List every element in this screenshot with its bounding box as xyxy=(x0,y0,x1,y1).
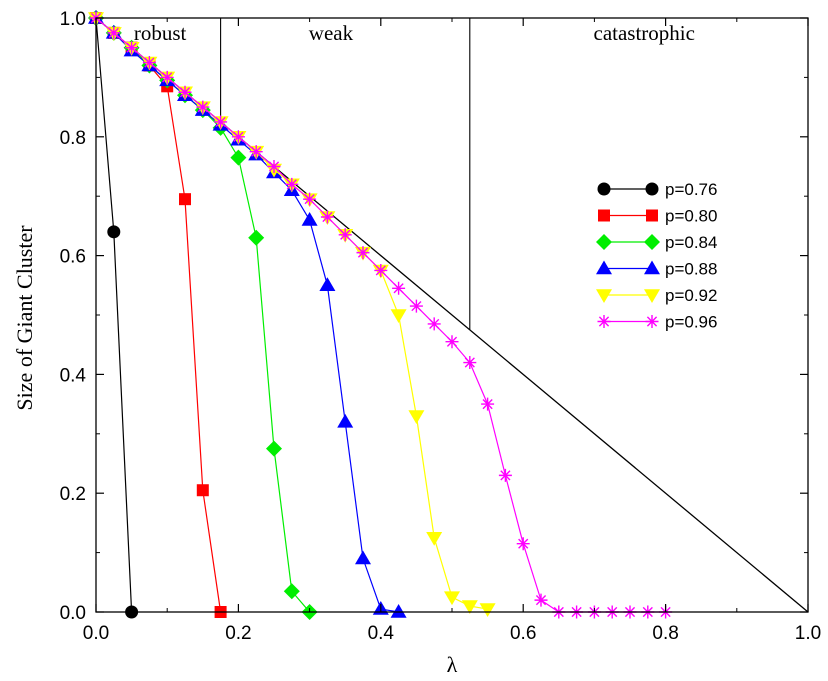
legend-entry-p=0.88: p=0.88 xyxy=(596,260,717,279)
data-point-p=0.76-1 xyxy=(107,225,121,239)
legend-label-p=0.96: p=0.96 xyxy=(665,313,717,332)
legend-label-p=0.84: p=0.84 xyxy=(665,233,717,252)
legend-entry-p=0.80: p=0.80 xyxy=(598,207,717,226)
series-line-p=0.92 xyxy=(95,17,488,610)
region-label-robust: robust xyxy=(134,21,187,45)
legend-label-p=0.76: p=0.76 xyxy=(665,180,717,199)
legend-marker-right-p=0.80 xyxy=(646,209,658,222)
legend-marker-right-p=0.76 xyxy=(645,182,659,196)
y-tick-label-0: 0.0 xyxy=(60,603,86,624)
series-p=0.96 xyxy=(89,11,673,619)
y-axis-label: Size of Giant Cluster xyxy=(12,225,37,411)
legend-marker-left-p=0.92 xyxy=(596,289,612,303)
region-label-weak: weak xyxy=(309,21,354,45)
data-point-p=0.88-14 xyxy=(337,413,354,428)
legend-entry-p=0.92: p=0.92 xyxy=(596,286,717,305)
x-axis-label: λ xyxy=(447,652,458,677)
series-line-p=0.76 xyxy=(95,17,133,613)
data-point-p=0.84-9 xyxy=(248,229,265,246)
x-tick-label-1: 0.2 xyxy=(225,623,251,644)
x-tick-label-5: 1.0 xyxy=(795,623,821,644)
legend-label-p=0.92: p=0.92 xyxy=(665,286,717,305)
x-tick-label-2: 0.4 xyxy=(368,623,395,644)
data-point-p=0.96-16 xyxy=(374,263,388,277)
x-tick-label-4: 0.8 xyxy=(652,623,678,644)
series-line-p=0.96 xyxy=(95,17,666,613)
data-point-p=0.84-11 xyxy=(283,583,300,600)
data-point-p=0.96-19 xyxy=(427,317,441,331)
series-line-p=0.88 xyxy=(95,17,399,613)
data-point-p=0.88-12 xyxy=(301,211,318,226)
legend-marker-left-p=0.84 xyxy=(596,234,612,250)
data-point-p=0.88-13 xyxy=(319,277,336,292)
legend-entry-p=0.76: p=0.76 xyxy=(597,180,717,199)
y-tick-label-1: 0.2 xyxy=(60,484,86,505)
y-tick-label-5: 1.0 xyxy=(60,9,86,30)
data-point-p=0.92-21 xyxy=(461,600,478,615)
legend-marker-left-p=0.76 xyxy=(597,182,611,196)
legend-marker-right-p=0.92 xyxy=(644,289,660,303)
data-point-p=0.88-17 xyxy=(390,604,407,618)
y-tick-label-2: 0.4 xyxy=(60,365,87,386)
x-tick-label-3: 0.6 xyxy=(510,623,536,644)
series-p=0.88 xyxy=(88,10,407,618)
data-point-p=0.84-8 xyxy=(230,149,247,166)
data-point-p=0.92-17 xyxy=(390,309,407,323)
series-layer xyxy=(88,10,673,620)
legend-label-p=0.88: p=0.88 xyxy=(665,260,717,279)
data-point-p=0.80-6 xyxy=(196,484,209,497)
legend-marker-left-p=0.80 xyxy=(598,209,610,222)
legend-entry-p=0.84: p=0.84 xyxy=(596,233,717,252)
legend-marker-left-p=0.88 xyxy=(596,260,612,275)
data-point-p=0.96-2 xyxy=(125,41,139,55)
tick-layer: 0.0 0.2 0.4 0.6 0.8 1.0 0.0 0.2 0.4 0.6 0.8 1.0 xyxy=(60,9,822,644)
series-p=0.92 xyxy=(88,12,496,618)
data-point-p=0.96-14 xyxy=(338,228,352,242)
data-point-p=0.80-5 xyxy=(179,193,191,206)
region-layer: robust weak catastrophic xyxy=(134,18,695,330)
data-point-p=0.88-15 xyxy=(355,550,371,565)
data-point-p=0.96-15 xyxy=(356,246,370,260)
data-point-p=0.96-6 xyxy=(196,100,210,114)
legend: p=0.76 p=0.80 p=0.84 p=0.88 p=0.92 p=0.96 xyxy=(596,180,717,332)
data-point-p=0.92-22 xyxy=(479,603,496,618)
data-point-p=0.96-18 xyxy=(409,299,423,313)
x-tick-label-0: 0.0 xyxy=(83,623,109,644)
data-point-p=0.96-4 xyxy=(160,70,174,84)
legend-entry-p=0.96: p=0.96 xyxy=(597,313,717,332)
data-point-p=0.96-8 xyxy=(231,130,245,144)
y-tick-label-3: 0.6 xyxy=(60,247,86,268)
data-point-p=0.96-13 xyxy=(320,210,334,224)
data-point-p=0.96-20 xyxy=(445,335,459,349)
region-label-catastrophic: catastrophic xyxy=(594,21,695,45)
data-point-p=0.92-20 xyxy=(444,591,460,606)
y-tick-label-4: 0.8 xyxy=(60,128,86,149)
data-point-p=0.92-18 xyxy=(408,410,425,424)
data-point-p=0.96-24 xyxy=(516,537,530,551)
data-point-p=0.96-9 xyxy=(249,145,263,159)
data-point-p=0.96-7 xyxy=(214,115,228,129)
data-point-p=0.96-17 xyxy=(392,281,406,295)
data-point-p=0.96-10 xyxy=(267,160,281,173)
legend-marker-left-p=0.96 xyxy=(597,315,611,328)
data-point-p=0.96-23 xyxy=(498,468,512,482)
data-point-p=0.84-10 xyxy=(266,440,282,457)
legend-marker-right-p=0.88 xyxy=(644,260,660,275)
data-point-p=0.96-1 xyxy=(107,26,121,40)
data-point-p=0.96-25 xyxy=(534,593,548,607)
legend-label-p=0.80: p=0.80 xyxy=(665,207,717,226)
data-point-p=0.92-19 xyxy=(426,531,443,546)
data-point-p=0.96-5 xyxy=(178,85,192,99)
legend-marker-right-p=0.84 xyxy=(644,234,660,250)
data-point-p=0.96-11 xyxy=(285,177,299,191)
data-point-p=0.96-21 xyxy=(463,356,477,370)
data-point-p=0.96-12 xyxy=(303,192,317,206)
data-point-p=0.96-22 xyxy=(481,397,495,411)
legend-marker-right-p=0.96 xyxy=(645,315,659,328)
data-point-p=0.96-3 xyxy=(142,56,156,70)
